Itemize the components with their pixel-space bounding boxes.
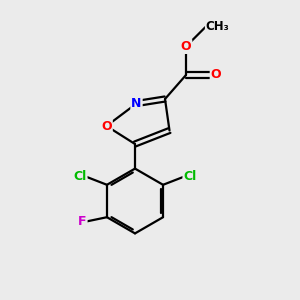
Text: CH₃: CH₃ [206,20,229,34]
Text: N: N [131,97,142,110]
Text: O: O [101,119,112,133]
Text: O: O [181,40,191,53]
Text: Cl: Cl [73,170,87,183]
Text: Cl: Cl [183,170,197,183]
Text: F: F [78,215,87,228]
Text: O: O [211,68,221,82]
